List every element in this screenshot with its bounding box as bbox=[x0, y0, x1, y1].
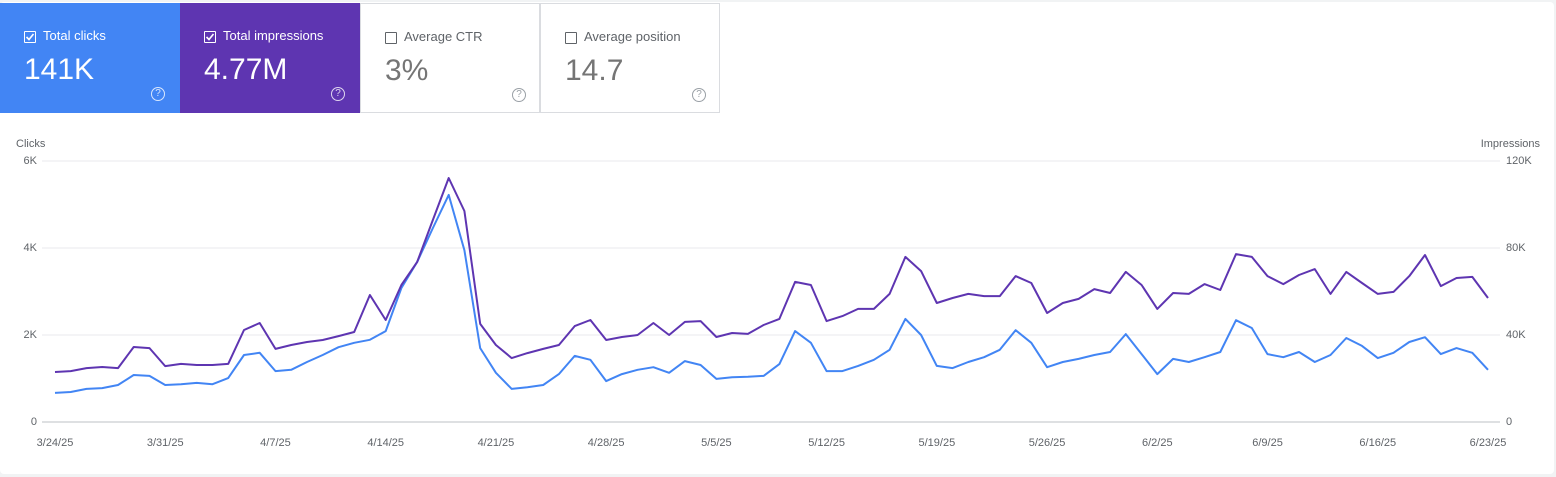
metric-label: Total clicks bbox=[43, 28, 106, 43]
y-tick-label: 6K bbox=[24, 155, 38, 167]
checkbox[interactable] bbox=[565, 32, 577, 44]
y-tick-label: 0 bbox=[31, 416, 37, 428]
x-tick-label: 4/14/25 bbox=[367, 437, 404, 449]
checkbox[interactable] bbox=[24, 31, 36, 43]
y2-tick-label: 80K bbox=[1506, 242, 1526, 254]
y-tick-label: 4K bbox=[24, 242, 38, 254]
metric-card[interactable]: Average CTR 3%? bbox=[360, 3, 540, 113]
x-tick-label: 5/26/25 bbox=[1029, 437, 1066, 449]
y2-tick-label: 0 bbox=[1506, 416, 1512, 428]
metric-value: 3% bbox=[385, 54, 429, 87]
x-tick-label: 5/12/25 bbox=[808, 437, 845, 449]
series-line bbox=[54, 193, 1489, 394]
x-tick-label: 4/21/25 bbox=[478, 437, 515, 449]
x-tick-label: 3/31/25 bbox=[147, 437, 184, 449]
y2-tick-label: 40K bbox=[1506, 329, 1526, 341]
help-icon[interactable]: ? bbox=[692, 88, 706, 102]
x-tick-label: 5/5/25 bbox=[701, 437, 732, 449]
y2-axis-title: Impressions bbox=[1481, 138, 1541, 150]
metric-label: Total impressions bbox=[223, 28, 324, 43]
help-icon[interactable]: ? bbox=[512, 88, 526, 102]
metric-label: Average CTR bbox=[404, 29, 483, 44]
x-tick-label: 6/23/25 bbox=[1470, 437, 1507, 449]
metric-label: Average position bbox=[584, 29, 681, 44]
metric-card[interactable]: Average position 14.7? bbox=[540, 3, 720, 113]
metric-card[interactable]: Total clicks 141K? bbox=[0, 3, 180, 113]
checkbox[interactable] bbox=[385, 32, 397, 44]
x-tick-label: 5/19/25 bbox=[918, 437, 955, 449]
x-tick-label: 6/9/25 bbox=[1252, 437, 1283, 449]
x-tick-label: 6/2/25 bbox=[1142, 437, 1173, 449]
x-tick-label: 6/16/25 bbox=[1359, 437, 1396, 449]
metric-value: 4.77M bbox=[204, 53, 288, 86]
series-line bbox=[54, 177, 1489, 373]
x-tick-label: 4/28/25 bbox=[588, 437, 625, 449]
metric-card[interactable]: Total impressions 4.77M? bbox=[180, 3, 360, 113]
y-tick-label: 2K bbox=[24, 329, 38, 341]
help-icon[interactable]: ? bbox=[331, 87, 345, 101]
metric-value: 14.7 bbox=[565, 54, 624, 87]
y-axis-title: Clicks bbox=[16, 138, 46, 150]
metric-value: 141K bbox=[24, 53, 95, 86]
x-tick-label: 4/7/25 bbox=[260, 437, 291, 449]
help-icon[interactable]: ? bbox=[151, 87, 165, 101]
x-tick-label: 3/24/25 bbox=[37, 437, 74, 449]
checkbox[interactable] bbox=[204, 31, 216, 43]
y2-tick-label: 120K bbox=[1506, 155, 1532, 167]
